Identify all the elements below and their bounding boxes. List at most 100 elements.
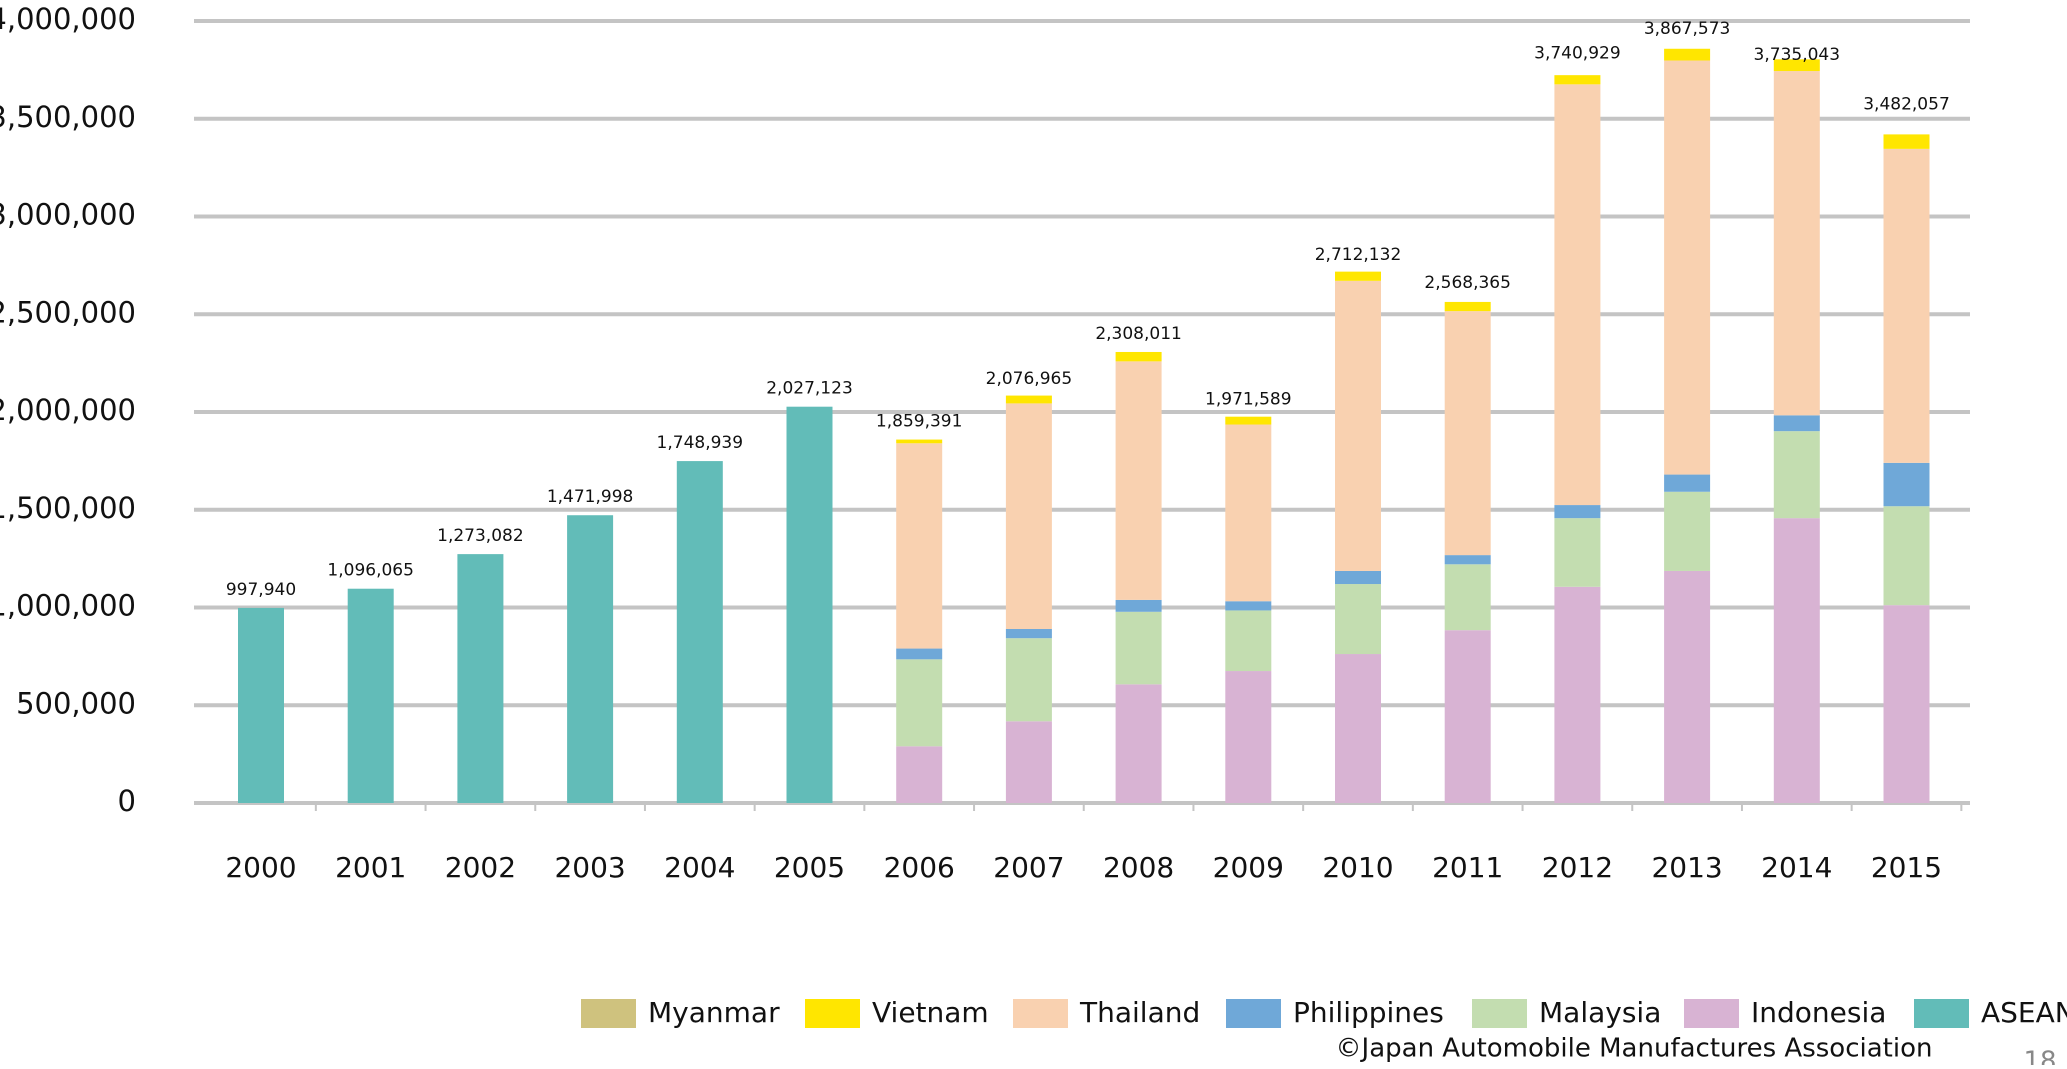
bar-segment bbox=[1335, 280, 1381, 571]
bar-segment bbox=[1883, 605, 1930, 803]
bar-segment bbox=[1883, 134, 1930, 149]
bar-segment bbox=[1554, 75, 1601, 85]
bar-segment bbox=[1115, 611, 1162, 685]
total-label: 2,568,365 bbox=[1424, 273, 1511, 293]
x-tick-label: 2012 bbox=[1542, 851, 1613, 884]
y-tick-label: 1,000,000 bbox=[0, 589, 136, 623]
legend-label: Myanmar bbox=[648, 996, 780, 1029]
total-label: 1,471,998 bbox=[547, 487, 634, 507]
bar-segment bbox=[786, 406, 833, 803]
bar-segment bbox=[1005, 395, 1052, 404]
x-tick-label: 2006 bbox=[884, 851, 955, 884]
bar-segment bbox=[1444, 301, 1491, 312]
total-label: 1,971,589 bbox=[1205, 390, 1292, 410]
bar-segment bbox=[1554, 518, 1601, 587]
bar-segment bbox=[347, 588, 394, 803]
x-tick-label: 2009 bbox=[1213, 851, 1284, 884]
x-tick-label: 2008 bbox=[1103, 851, 1174, 884]
legend-label: Philippines bbox=[1293, 996, 1444, 1029]
x-tick-label: 2015 bbox=[1871, 851, 1942, 884]
bar-segment bbox=[1883, 148, 1930, 463]
legend-swatch bbox=[805, 999, 860, 1028]
total-label: 3,740,929 bbox=[1534, 44, 1621, 64]
y-tick-label: 3,000,000 bbox=[0, 198, 136, 232]
legend-label: ASEAN bbox=[1981, 996, 2067, 1029]
bar-segment bbox=[1335, 570, 1381, 585]
x-tick-label: 2014 bbox=[1761, 851, 1832, 884]
y-tick-label: 3,500,000 bbox=[0, 100, 136, 134]
y-tick-label: 0 bbox=[118, 784, 136, 818]
y-tick-label: 500,000 bbox=[16, 686, 136, 720]
bar-segment bbox=[1225, 671, 1272, 803]
legend-label: Vietnam bbox=[872, 996, 989, 1029]
bar-segment bbox=[1225, 416, 1272, 425]
legend-swatch bbox=[1226, 999, 1281, 1028]
bar-segment bbox=[1664, 570, 1711, 803]
bar-segment bbox=[896, 439, 943, 444]
bar-segment bbox=[1115, 599, 1162, 612]
bar-segment bbox=[1773, 518, 1820, 803]
x-tick-label: 2002 bbox=[445, 851, 516, 884]
bar-segment bbox=[1664, 48, 1711, 61]
x-tick-label: 2011 bbox=[1432, 851, 1503, 884]
legend-label: Indonesia bbox=[1751, 996, 1886, 1029]
legend-label: Malaysia bbox=[1539, 996, 1661, 1029]
total-label: 2,308,011 bbox=[1095, 324, 1182, 344]
x-tick-label: 2005 bbox=[774, 851, 845, 884]
bar-segment bbox=[1444, 311, 1491, 556]
bar-segment bbox=[1773, 59, 1820, 72]
y-tick-label: 2,500,000 bbox=[0, 295, 136, 329]
total-label: 1,096,065 bbox=[327, 561, 414, 581]
total-label: 997,940 bbox=[226, 580, 296, 600]
bar-segment bbox=[676, 461, 723, 803]
total-label: 3,735,043 bbox=[1754, 45, 1841, 65]
bar-segment bbox=[457, 554, 504, 803]
legend-swatch bbox=[581, 999, 636, 1028]
bar-segment bbox=[1444, 555, 1491, 565]
bar-segment bbox=[896, 746, 943, 803]
bar-segment bbox=[1883, 462, 1930, 507]
bar-segment bbox=[1664, 474, 1711, 492]
x-tick-label: 2003 bbox=[554, 851, 625, 884]
bar-segment bbox=[1225, 610, 1272, 672]
x-tick-label: 2000 bbox=[225, 851, 296, 884]
x-tick-label: 2007 bbox=[993, 851, 1064, 884]
legend-swatch bbox=[1013, 999, 1068, 1028]
legend-swatch bbox=[1914, 999, 1969, 1028]
x-tick-label: 2010 bbox=[1322, 851, 1393, 884]
total-label: 3,482,057 bbox=[1863, 94, 1950, 114]
y-tick-label: 1,500,000 bbox=[0, 491, 136, 525]
total-label: 3,867,573 bbox=[1644, 19, 1731, 39]
bar-segment bbox=[1554, 505, 1601, 519]
legend-label: Thailand bbox=[1079, 996, 1200, 1029]
bar-segment bbox=[1335, 584, 1381, 655]
legend-swatch bbox=[1684, 999, 1739, 1028]
y-tick-label: 2,000,000 bbox=[0, 393, 136, 427]
total-label: 2,712,132 bbox=[1315, 245, 1402, 265]
bar-segment bbox=[1773, 431, 1820, 519]
y-tick-label: 4,000,000 bbox=[0, 2, 136, 36]
bar-segment bbox=[1664, 491, 1711, 571]
bar-segment bbox=[1115, 351, 1162, 362]
bar-segment bbox=[1444, 564, 1491, 631]
bar-segment bbox=[1554, 586, 1601, 803]
x-tick-label: 2001 bbox=[335, 851, 406, 884]
bar-segment bbox=[1554, 84, 1601, 506]
bar-segment bbox=[1225, 424, 1272, 602]
total-label: 1,748,939 bbox=[657, 433, 744, 453]
bar-segment bbox=[238, 607, 284, 803]
bar-segment bbox=[567, 515, 614, 803]
legend-swatch bbox=[1472, 999, 1527, 1028]
bar-segment bbox=[1773, 415, 1820, 432]
bar-segment bbox=[1115, 361, 1162, 600]
bar-segment bbox=[896, 648, 943, 660]
bar-segment bbox=[1883, 506, 1930, 606]
bar-segment bbox=[1005, 403, 1052, 630]
total-label: 2,027,123 bbox=[766, 379, 853, 399]
bar-segment bbox=[1773, 71, 1820, 416]
bar-segment bbox=[1005, 629, 1052, 639]
x-tick-label: 2004 bbox=[664, 851, 735, 884]
x-tick-label: 2013 bbox=[1651, 851, 1722, 884]
bar-segment bbox=[1664, 60, 1711, 475]
bar-segment bbox=[1444, 630, 1491, 803]
